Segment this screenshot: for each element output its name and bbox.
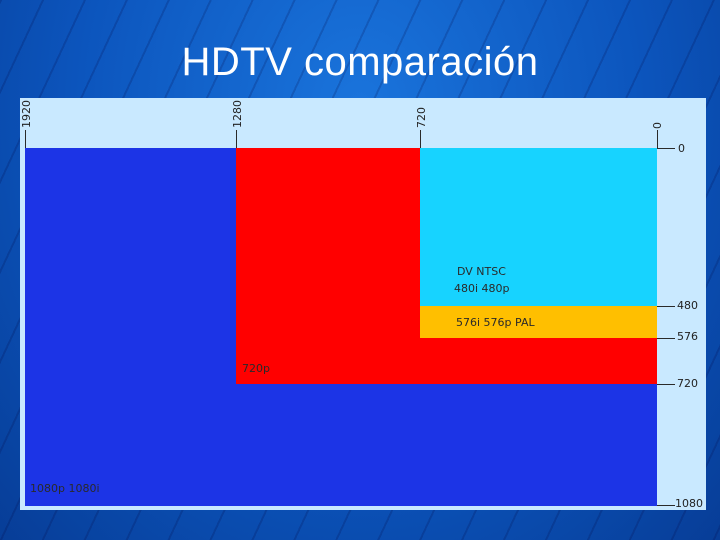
label-1080: 1080p 1080i [30, 482, 100, 495]
right-tick-line-480 [657, 306, 675, 307]
right-tick-1080: 1080 [675, 497, 703, 510]
right-tick-line-1080 [657, 505, 675, 506]
right-tick-0: 0 [678, 142, 685, 155]
top-tick-line-0 [657, 130, 658, 148]
right-tick-line-576 [657, 338, 675, 339]
top-tick-line-720 [420, 130, 421, 148]
label-720: 720p [242, 362, 270, 375]
label-576: 576i 576p PAL [456, 316, 535, 329]
top-tick-720: 720 [415, 107, 428, 128]
right-tick-480: 480 [677, 299, 698, 312]
label-480-line1: DV NTSC [457, 265, 506, 278]
right-tick-576: 576 [677, 330, 698, 343]
top-tick-0: 0 [651, 122, 664, 129]
slide-title: HDTV comparación [181, 40, 539, 84]
label-480-line2: 480i 480p [454, 282, 510, 295]
top-tick-1920: 1920 [20, 100, 33, 128]
top-tick-line-1280 [236, 130, 237, 148]
right-tick-line-0 [657, 148, 675, 149]
top-tick-line-1920 [25, 130, 26, 148]
top-tick-1280: 1280 [231, 100, 244, 128]
right-tick-line-720 [657, 384, 675, 385]
region-480 [420, 148, 657, 306]
right-tick-720: 720 [677, 377, 698, 390]
resolution-comparison-diagram: 1080p 1080i 720p 576i 576p PAL DV NTSC 4… [20, 98, 706, 510]
